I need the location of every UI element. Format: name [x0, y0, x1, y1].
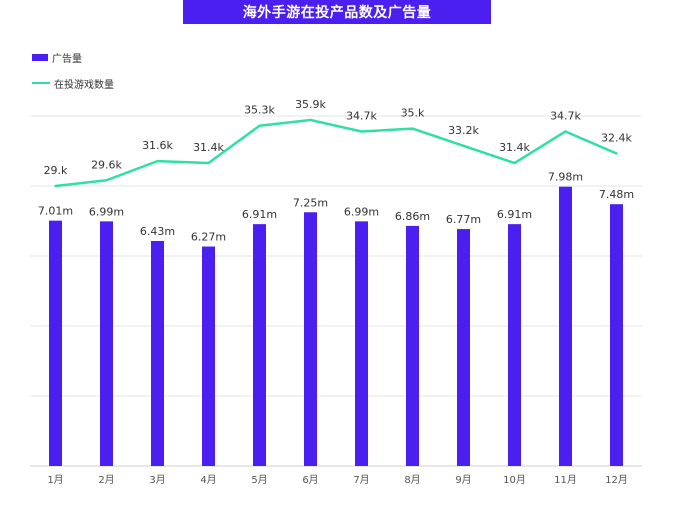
line-data-label: 35.9k — [295, 98, 326, 111]
bar — [457, 229, 470, 466]
line-data-label: 34.7k — [346, 109, 377, 122]
legend-label-ads: 广告量 — [52, 53, 82, 65]
legend-bar-swatch — [32, 53, 48, 61]
legend-label-games: 在投游戏数量 — [54, 79, 114, 91]
line-data-label: 32.4k — [601, 131, 632, 144]
bar-data-label: 6.99m — [89, 205, 124, 218]
x-tick-label: 12月 — [605, 474, 628, 486]
line-data-label: 29.k — [44, 164, 68, 177]
line-point — [462, 144, 465, 148]
line-point — [564, 130, 567, 133]
bar — [304, 212, 317, 466]
bar-data-label: 6.43m — [140, 225, 175, 238]
line-data-label: 29.6k — [91, 158, 122, 171]
x-tick-label: 6月 — [302, 474, 318, 486]
line-data-label: 31.4k — [499, 141, 530, 154]
x-tick-label: 2月 — [98, 474, 114, 486]
bar-data-label: 6.99m — [344, 205, 379, 218]
x-tick-label: 5月 — [251, 474, 267, 486]
line-data-label: 34.7k — [550, 109, 581, 122]
line-point — [54, 184, 57, 188]
x-tick-label: 10月 — [503, 474, 526, 486]
line-data-label: 35.k — [401, 107, 425, 120]
x-tick-label: 3月 — [149, 474, 165, 486]
bar-data-label: 6.27m — [191, 231, 226, 244]
x-tick-label: 9月 — [455, 474, 471, 486]
line-data-label: 31.4k — [193, 141, 224, 154]
bar — [508, 224, 521, 466]
bar-data-label: 7.48m — [599, 188, 634, 201]
line-series-games — [55, 118, 617, 188]
line-point — [207, 161, 210, 165]
bar — [355, 221, 368, 466]
line-point — [309, 118, 312, 122]
legend: 广告量 在投游戏数量 — [32, 50, 114, 102]
chart-title: 海外手游在投产品数及广告量 — [183, 0, 491, 24]
bar-data-label: 7.98m — [548, 171, 583, 184]
line-point — [360, 130, 363, 133]
x-tick-label: 1月 — [47, 474, 63, 486]
bar-data-label: 6.91m — [242, 208, 277, 221]
bar — [151, 240, 164, 466]
line-point — [105, 179, 108, 182]
x-tick-label: 8月 — [404, 474, 420, 486]
line-data-label: 31.6k — [142, 139, 173, 152]
bar — [406, 225, 419, 466]
bar — [100, 221, 113, 466]
x-tick-label: 7月 — [353, 474, 369, 486]
line-point — [615, 152, 618, 155]
bar — [559, 186, 572, 466]
legend-line-swatch — [32, 82, 50, 84]
bar-data-label: 6.91m — [497, 208, 532, 221]
line-point — [411, 127, 414, 130]
bar-data-label: 6.77m — [446, 213, 481, 226]
bar — [610, 204, 623, 466]
line-data-label: 35.3k — [244, 104, 275, 117]
legend-item-games: 在投游戏数量 — [32, 76, 114, 91]
bar-data-label: 6.86m — [395, 210, 430, 223]
line-point — [513, 161, 516, 165]
x-tick-label: 4月 — [200, 474, 216, 486]
bar-data-label: 7.25m — [293, 196, 328, 209]
line-point — [156, 159, 159, 163]
bar — [49, 220, 62, 466]
line-data-label: 33.2k — [448, 124, 479, 137]
bar-data-label: 7.01m — [38, 205, 73, 218]
x-tick-label: 11月 — [554, 474, 577, 486]
line-point — [258, 124, 261, 127]
legend-item-ads: 广告量 — [32, 50, 114, 65]
bar — [202, 246, 215, 466]
bar — [253, 224, 266, 466]
